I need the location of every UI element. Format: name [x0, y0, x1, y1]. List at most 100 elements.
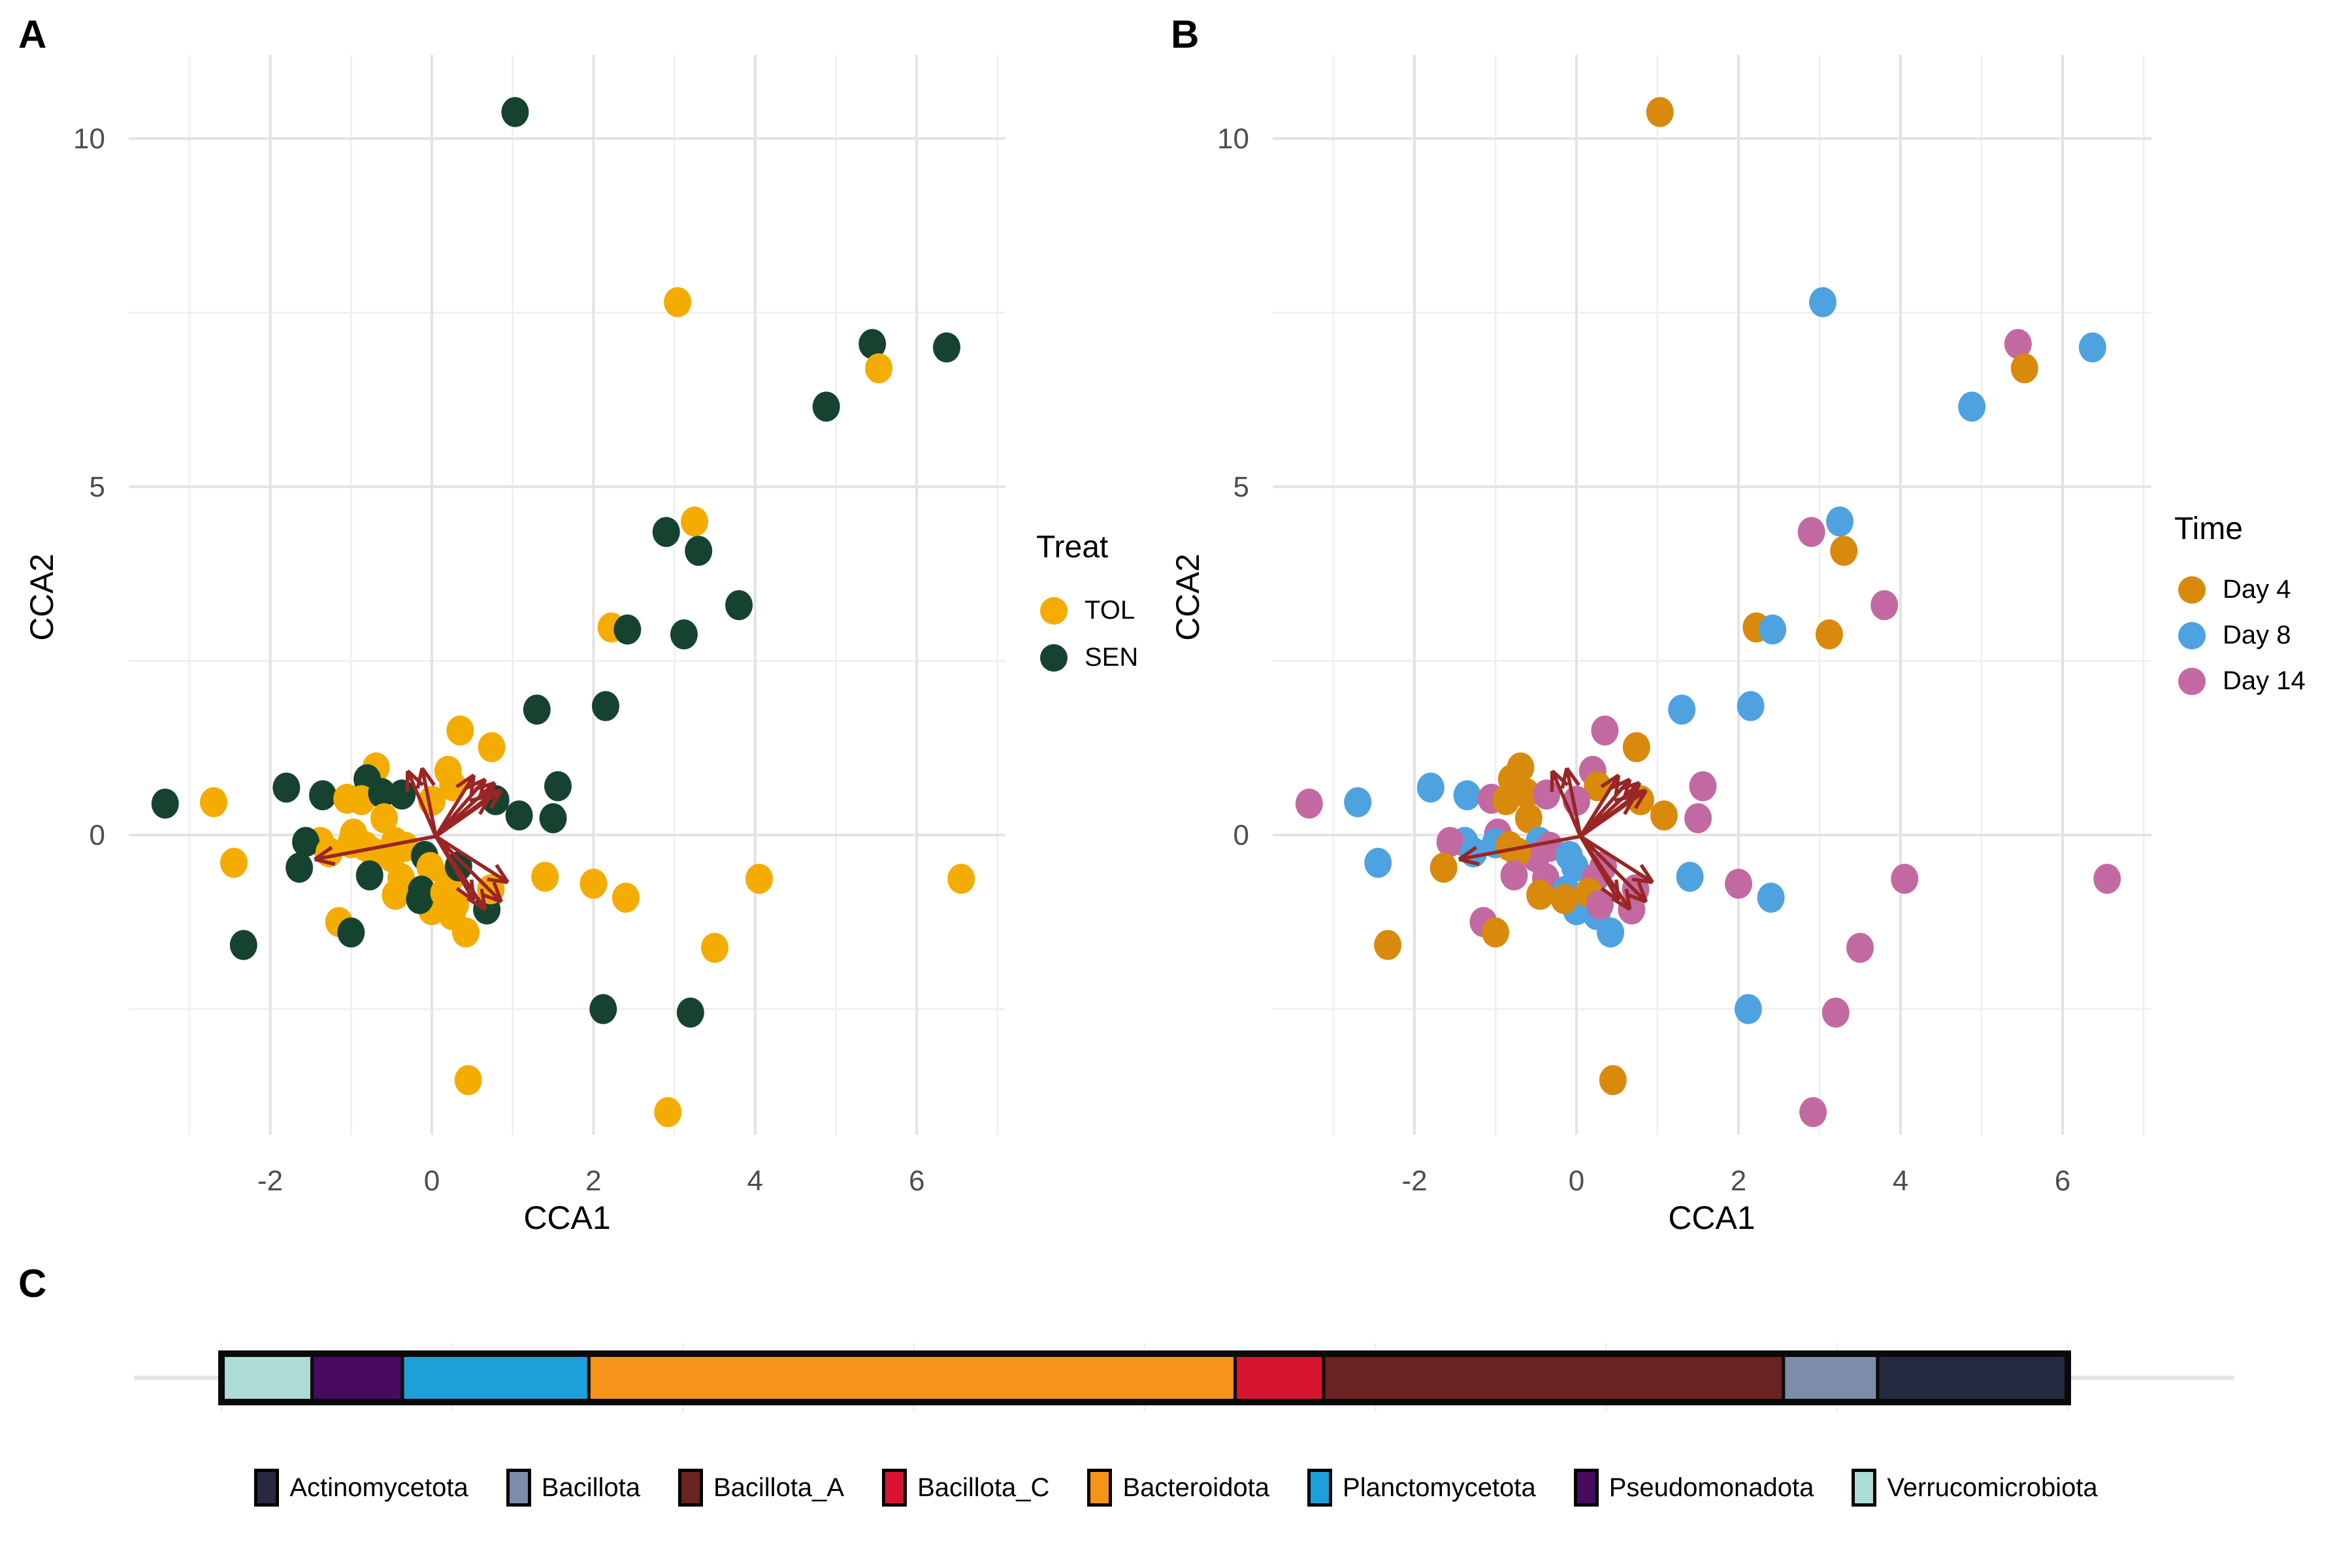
data-point: [272, 772, 301, 803]
data-point: [1453, 780, 1481, 811]
biplot-arrow: [314, 834, 436, 862]
biplot-arrow: [1579, 835, 1648, 904]
data-point: [2093, 864, 2121, 894]
phylum-legend-item-verrucomicrobiota: Verrucomicrobiota: [1852, 1469, 2098, 1507]
phylum-legend-item-bacteroidota: Bacteroidota: [1087, 1469, 1269, 1507]
biplot-arrowhead: [416, 768, 424, 789]
bar-segment-actinomycetota: [1876, 1352, 2070, 1404]
phylum-swatch-icon: [1573, 1469, 1599, 1507]
y-tick-label: 10: [73, 123, 105, 155]
data-point: [932, 332, 960, 363]
tol-dot-icon: [1040, 596, 1068, 625]
panel-c-letter: C: [18, 1262, 47, 1305]
sen-dot-icon: [1040, 644, 1068, 672]
biplot-arrowhead: [480, 889, 487, 910]
time-legend-item-day14: Day 14: [2178, 666, 2306, 696]
day14-label: Day 14: [2223, 666, 2306, 695]
data-point: [1416, 772, 1445, 803]
phylum-label: Planctomycetota: [1343, 1473, 1536, 1502]
data-point: [745, 864, 773, 894]
biplot-arrowhead: [478, 794, 492, 815]
biplot-arrow: [1579, 834, 1654, 884]
biplot-arrowhead: [492, 881, 503, 903]
biplot-arrow: [1579, 794, 1636, 838]
biplot-arrowhead: [466, 896, 487, 911]
biplot-arrowhead: [1458, 857, 1480, 866]
biplot-arrow: [434, 794, 491, 838]
biplot-arrowhead: [1600, 774, 1620, 789]
x-tick-label: 6: [909, 1165, 924, 1197]
x-tick-label: 4: [1893, 1165, 1908, 1197]
x-tick-label: -2: [1401, 1165, 1427, 1197]
data-point: [1622, 732, 1650, 762]
data-point: [613, 614, 642, 645]
data-point: [700, 932, 728, 963]
data-point: [441, 889, 469, 920]
biplot-arrowhead: [474, 781, 496, 791]
day4-label: Day 4: [2223, 575, 2291, 604]
biplot-arrowhead: [314, 845, 333, 861]
data-point: [1797, 517, 1825, 547]
y-tick-label: 5: [1233, 471, 1249, 503]
phylum-label: Bacillota_A: [713, 1473, 845, 1502]
data-point: [1500, 860, 1528, 890]
data-point: [652, 517, 680, 547]
panel-b-letter: B: [1171, 12, 1200, 56]
tol-label: TOL: [1085, 596, 1135, 625]
day8-label: Day 8: [2223, 621, 2291, 649]
bar-outline: [218, 1350, 2071, 1405]
data-point: [812, 391, 840, 422]
data-point: [858, 329, 887, 359]
biplot-arrow: [434, 835, 503, 904]
bar-segment-bacillota_a: [1322, 1352, 1786, 1404]
biplot-arrowhead: [1560, 768, 1569, 789]
data-point: [2004, 329, 2032, 359]
data-point: [1295, 789, 1323, 819]
data-point: [1650, 800, 1678, 831]
phylum-legend-item-bacillota: Bacillota: [506, 1469, 640, 1507]
data-point: [1597, 917, 1625, 948]
data-point: [1668, 694, 1696, 725]
y-tick-label: 0: [1233, 819, 1249, 851]
data-point: [1846, 932, 1874, 963]
y-tick-label: 10: [1217, 123, 1249, 155]
panel-a-x-axis-title: CCA1: [523, 1200, 611, 1236]
data-point: [368, 778, 396, 809]
biplot-arrowhead: [1637, 881, 1648, 903]
biplot-arrowhead: [469, 794, 491, 802]
data-point: [681, 506, 709, 537]
data-point: [416, 852, 444, 883]
data-point: [200, 787, 228, 817]
data-point: [580, 868, 608, 899]
biplot-arrowhead: [455, 774, 475, 789]
biplot-arrowhead: [1458, 845, 1478, 861]
data-point: [382, 879, 410, 910]
treat-legend-item-tol: TOL: [1040, 596, 1135, 625]
biplot-arrow: [434, 834, 509, 884]
data-point: [654, 1097, 682, 1128]
data-point: [220, 847, 248, 878]
data-point: [725, 590, 753, 621]
day14-dot-icon: [2178, 667, 2206, 695]
bar-segment-verrucomicrobiota: [220, 1352, 314, 1404]
biplot-arrowhead: [487, 877, 508, 885]
data-point: [292, 826, 320, 857]
biplot-arrowhead: [1624, 889, 1632, 910]
data-point: [451, 917, 480, 948]
data-point: [1759, 614, 1787, 645]
data-point: [1344, 787, 1372, 817]
phylum-swatch-icon: [678, 1469, 703, 1507]
time-legend-item-day4: Day 4: [2178, 575, 2291, 604]
data-point: [1689, 771, 1717, 802]
data-point: [505, 800, 533, 831]
phylum-legend-item-bacillota_a: Bacillota_A: [678, 1469, 844, 1507]
phylum-label: Pseudomonadota: [1609, 1473, 1814, 1502]
data-point: [1725, 868, 1752, 899]
data-point: [370, 803, 399, 834]
panel-a-letter: A: [18, 12, 47, 56]
biplot-arrowhead: [1633, 789, 1648, 809]
data-point: [1436, 826, 1464, 857]
data-point: [2078, 332, 2106, 363]
biplot-arrow: [1565, 768, 1582, 837]
y-tick-label: 0: [90, 819, 105, 851]
